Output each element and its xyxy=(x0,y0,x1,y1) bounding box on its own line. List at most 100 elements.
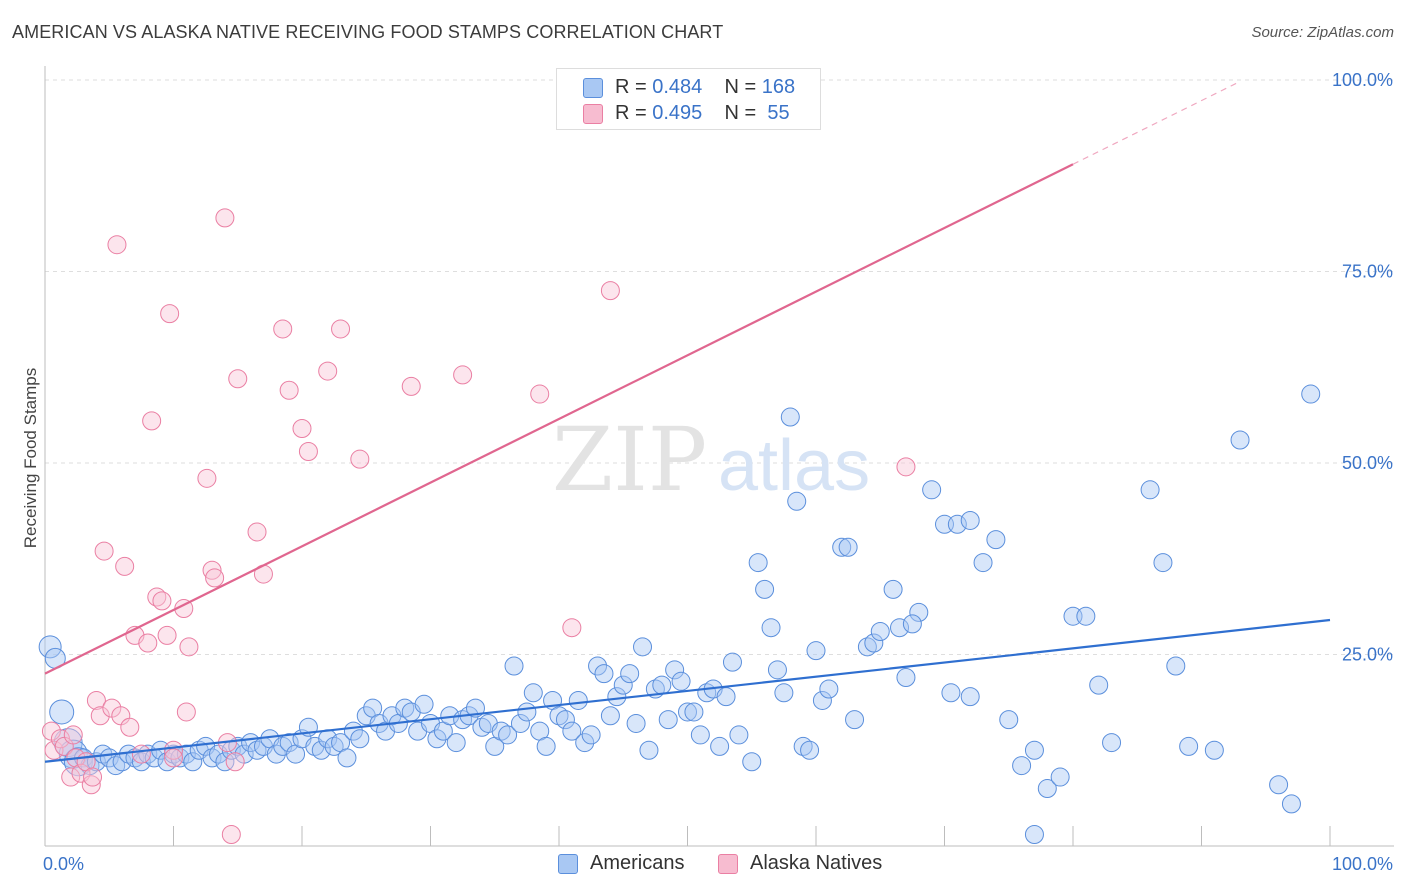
point-americans xyxy=(613,675,633,695)
point-americans xyxy=(800,740,820,760)
point-americans xyxy=(787,491,807,511)
series-alaska-natives xyxy=(41,208,916,845)
point-americans xyxy=(350,729,370,749)
point-americans xyxy=(1089,675,1109,695)
point-alaska-natives xyxy=(197,468,217,488)
x-tick-label: 0.0% xyxy=(43,854,84,874)
point-alaska-natives xyxy=(94,541,114,561)
point-alaska-natives xyxy=(279,380,299,400)
point-americans xyxy=(960,687,980,707)
bottom-legend-label: Alaska Natives xyxy=(750,852,883,874)
trend-line-americans xyxy=(44,618,1331,763)
series-americans xyxy=(38,384,1321,845)
point-americans xyxy=(722,652,742,672)
bottom-legend-label: Americans xyxy=(590,852,685,874)
point-americans xyxy=(941,683,961,703)
point-alaska-natives xyxy=(81,775,101,795)
point-americans xyxy=(38,635,62,659)
point-americans xyxy=(838,537,858,557)
bottom-legend: Americans Alaska Natives xyxy=(0,852,1406,878)
point-americans xyxy=(1037,779,1057,799)
point-americans xyxy=(909,602,929,622)
point-americans xyxy=(870,622,890,642)
point-americans xyxy=(671,671,691,691)
point-americans xyxy=(678,702,697,722)
watermark-zip: ZIP xyxy=(552,408,707,511)
point-alaska-natives xyxy=(202,560,222,580)
point-americans xyxy=(427,729,447,749)
bottom-legend-swatch-americans xyxy=(558,854,578,874)
point-alaska-natives xyxy=(228,369,248,389)
point-alaska-natives xyxy=(83,767,103,787)
point-americans xyxy=(588,656,608,676)
point-americans xyxy=(523,683,543,703)
point-americans xyxy=(517,702,537,722)
point-americans xyxy=(620,664,640,684)
point-alaska-natives xyxy=(107,235,127,255)
point-americans xyxy=(832,537,852,557)
point-americans xyxy=(504,656,524,676)
point-alaska-natives xyxy=(179,637,199,657)
point-americans xyxy=(266,744,286,764)
point-americans xyxy=(626,713,646,733)
point-americans xyxy=(1281,794,1301,814)
point-alaska-natives xyxy=(247,522,267,542)
point-americans xyxy=(864,633,884,653)
point-americans xyxy=(1230,430,1250,450)
point-americans xyxy=(1012,756,1032,776)
point-americans xyxy=(1140,480,1160,500)
legend-r-value: 0.484 xyxy=(652,76,703,98)
y-tick-label: 25.0% xyxy=(1342,645,1393,665)
point-americans xyxy=(767,660,787,680)
trend-line-alaska-natives-extension xyxy=(1072,80,1241,165)
point-americans xyxy=(890,618,910,638)
grid-lines xyxy=(45,79,1394,655)
point-alaska-natives xyxy=(600,281,620,301)
legend-n-label: N = xyxy=(724,102,757,124)
point-alaska-natives xyxy=(225,752,245,772)
axes xyxy=(44,66,1394,847)
point-americans xyxy=(755,579,775,599)
point-americans xyxy=(1166,656,1186,676)
point-alaska-natives xyxy=(176,702,196,722)
point-alaska-natives xyxy=(90,706,110,726)
point-americans xyxy=(639,740,659,760)
point-americans xyxy=(575,733,595,753)
point-americans xyxy=(465,698,485,718)
point-americans xyxy=(1102,733,1122,753)
legend-swatch-americans xyxy=(583,78,603,98)
point-alaska-natives xyxy=(215,208,235,228)
trend-lines xyxy=(44,80,1331,763)
point-alaska-natives xyxy=(44,740,64,760)
legend-n-label: N = xyxy=(724,76,757,98)
point-americans xyxy=(1204,740,1224,760)
point-alaska-natives xyxy=(120,717,140,737)
point-americans xyxy=(748,553,768,573)
y-tick-label: 50.0% xyxy=(1342,453,1393,473)
point-americans xyxy=(510,713,530,733)
point-americans xyxy=(684,702,704,722)
point-americans xyxy=(1050,767,1070,787)
point-americans xyxy=(1024,825,1044,845)
point-americans xyxy=(729,725,749,745)
legend: R = 0.484 N = 168 R = 0.495 N = 55 xyxy=(556,68,821,130)
point-alaska-natives xyxy=(292,419,312,439)
point-americans xyxy=(1269,775,1289,795)
point-alaska-natives xyxy=(164,748,183,768)
point-americans xyxy=(1024,740,1044,760)
legend-n-value: 55 xyxy=(761,102,790,124)
point-americans xyxy=(999,710,1019,730)
point-americans xyxy=(1076,606,1096,626)
point-americans xyxy=(600,706,620,726)
point-alaska-natives xyxy=(350,449,370,469)
point-americans xyxy=(883,579,903,599)
point-americans xyxy=(742,752,762,772)
point-americans xyxy=(973,553,993,573)
point-americans xyxy=(63,747,93,777)
point-alaska-natives xyxy=(453,365,473,385)
point-americans xyxy=(414,694,434,714)
point-americans xyxy=(902,614,922,634)
point-alaska-natives xyxy=(115,556,135,576)
point-americans xyxy=(806,641,826,661)
